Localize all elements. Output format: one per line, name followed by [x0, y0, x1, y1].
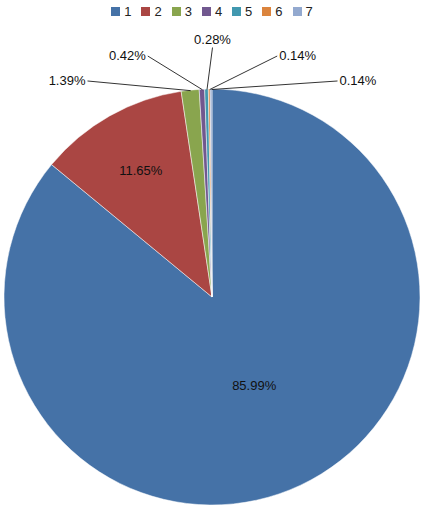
svg-text:0.28%: 0.28% [194, 32, 231, 47]
html-text:6: 6 [275, 3, 283, 19]
html-text:7: 7 [305, 3, 313, 19]
html-text:5: 5 [245, 3, 253, 19]
svg-text:1.39%: 1.39% [49, 73, 86, 88]
html-text:4: 4 [214, 3, 223, 19]
svg-text:0.14%: 0.14% [340, 73, 377, 88]
html-text:1: 1 [124, 3, 132, 19]
html-text:3: 3 [184, 3, 192, 19]
svg-text:0.42%: 0.42% [109, 48, 146, 63]
svg-text:0.14%: 0.14% [279, 48, 316, 63]
html-text:2: 2 [154, 3, 162, 19]
svg-text:11.65%: 11.65% [119, 163, 163, 178]
svg-text:85.99%: 85.99% [232, 378, 277, 393]
